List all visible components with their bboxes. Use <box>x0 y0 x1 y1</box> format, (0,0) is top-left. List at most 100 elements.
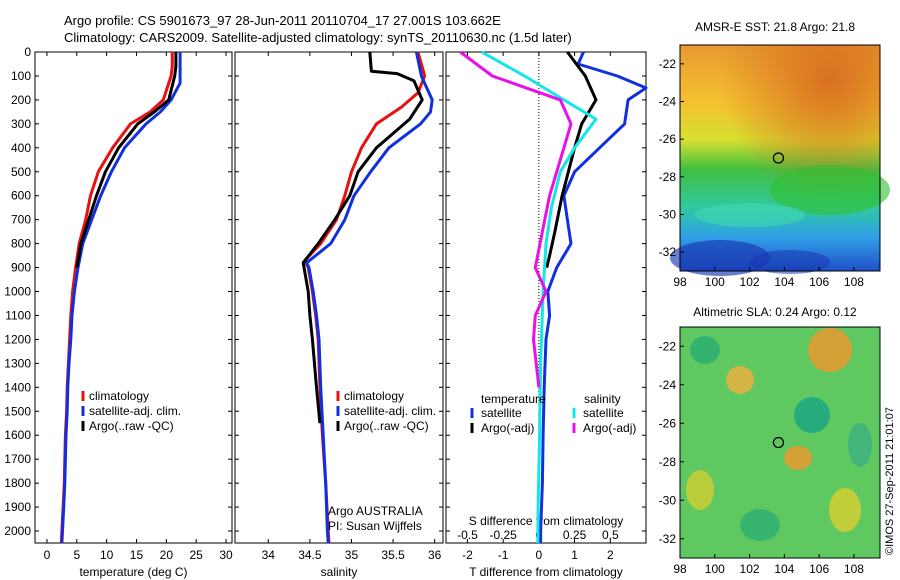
legend-label: Argo(..raw -QC) <box>344 419 429 433</box>
series-line-black <box>301 51 424 424</box>
map-y-tick-label: -32 <box>659 245 677 259</box>
x-tick-label: 35.5 <box>381 548 405 562</box>
map-y-tick-label: -26 <box>659 416 677 430</box>
difference-panel: -2 -1 0 1 2 T difference from climatology S di… <box>445 50 648 579</box>
argo-position-marker <box>772 436 785 449</box>
legend-header: temperature <box>481 392 546 406</box>
header-line1: Argo profile: CS 5901673_97 28-Jun-2011 … <box>64 13 501 28</box>
x-tick-label: 0 <box>44 548 51 562</box>
y-tick-label: 700 <box>11 213 31 227</box>
map-y-tick-label: -22 <box>659 57 677 71</box>
sla-high-anomaly <box>829 488 861 532</box>
sla-map-title: Altimetric SLA: 0.24 Argo: 0.12 <box>693 305 857 319</box>
x-tick-label: 30 <box>219 548 233 562</box>
y-tick-label: 1100 <box>5 308 31 322</box>
temperature-panel: 0100200300400500600700800900100011001200… <box>4 45 233 579</box>
legend-label: Argo(-adj) <box>481 421 534 435</box>
top-tick-label: -0.25 <box>489 528 517 542</box>
top-tick-label: 0.5 <box>602 528 619 542</box>
salinity-frame <box>234 51 444 544</box>
legend-label: satellite-adj. clim. <box>344 404 436 418</box>
sla-high-anomaly <box>784 446 812 470</box>
map-x-tick-label: 108 <box>844 275 864 289</box>
legend-label: Argo(-adj) <box>583 421 636 435</box>
map-y-tick-label: -24 <box>659 95 677 109</box>
legend-label: satellite <box>583 406 624 420</box>
x-tick-label: 10 <box>100 548 114 562</box>
top-tick-label: 0.25 <box>563 528 587 542</box>
sla-map-axes: 98 100 102 104 106 108 -22 -24 -26 -28 -30 -32 <box>659 339 865 576</box>
map-x-tick-label: 106 <box>809 275 829 289</box>
top-xlabel: S difference from climatology <box>469 514 624 528</box>
map-x-tick-label: 102 <box>740 562 760 576</box>
sla-low-anomaly <box>690 336 720 364</box>
x-tick-label: 2 <box>607 548 614 562</box>
salinity-panel: 34 34.5 35 35.5 36 salinity climatologysatelli… <box>234 51 444 579</box>
legend-label: satellite-adj. clim. <box>89 404 181 418</box>
series-line-blue <box>305 51 434 544</box>
series-line-red <box>59 52 174 544</box>
x-tick-label: 0 <box>536 548 543 562</box>
pi-annotation: Argo AUSTRALIA <box>328 504 423 518</box>
x-tick-label: 15 <box>130 548 144 562</box>
sla-map-panel: Altimetric SLA: 0.24 Argo: 0.12 98 100 102… <box>659 305 881 576</box>
sla-high-anomaly <box>686 470 714 510</box>
top-tick-label: -0.5 <box>457 528 478 542</box>
sst-map-axes: 98 100 102 104 106 108 -22 -24 -26 -28 -30 -32 <box>659 57 865 289</box>
sst-cold-patch <box>670 240 770 276</box>
sla-map-frame <box>679 326 881 559</box>
header-line2: Climatology: CARS2009. Satellite-adjuste… <box>64 30 572 45</box>
footer-stamp: ©IMOS 27-Sep-2011 21:01:07 <box>884 407 896 555</box>
difference-xlabel: T difference from climatology <box>469 565 623 579</box>
series-line-black <box>75 52 178 268</box>
x-tick-label: 34 <box>262 548 276 562</box>
legend-label: climatology <box>344 389 404 403</box>
x-tick-label: 35 <box>345 548 359 562</box>
sla-low-anomaly <box>848 423 872 467</box>
x-tick-label: 25 <box>190 548 204 562</box>
y-tick-label: 800 <box>11 237 31 251</box>
series-line-blue <box>539 51 648 543</box>
salinity-xlabel: salinity <box>321 565 358 579</box>
map-x-tick-label: 106 <box>809 562 829 576</box>
sla-map-anomalies <box>686 328 872 541</box>
map-y-tick-label: -30 <box>659 208 677 222</box>
temperature-xlabel: temperature (deg C) <box>79 565 187 579</box>
y-tick-label: 1200 <box>4 332 31 346</box>
y-tick-label: 0 <box>24 45 31 59</box>
sst-cold-patch <box>750 250 830 274</box>
y-tick-label: 900 <box>11 261 31 275</box>
x-tick-label: 34.5 <box>298 548 322 562</box>
legend-label: climatology <box>89 389 149 403</box>
pi-annotation: PI: Susan Wijffels <box>328 519 422 533</box>
sla-high-anomaly <box>808 328 852 372</box>
temperature-frame <box>34 51 233 544</box>
y-tick-label: 1400 <box>4 380 31 394</box>
map-y-tick-label: -26 <box>659 132 677 146</box>
x-tick-label: -1 <box>498 548 509 562</box>
y-tick-label: 1800 <box>4 476 31 490</box>
y-tick-label: 1900 <box>4 500 31 514</box>
y-tick-label: 1000 <box>4 285 31 299</box>
sst-map-frame <box>679 44 881 272</box>
argo-position-marker <box>772 152 785 164</box>
y-tick-label: 200 <box>11 93 31 107</box>
map-x-tick-label: 108 <box>844 562 864 576</box>
map-y-tick-label: -28 <box>659 170 677 184</box>
map-y-tick-label: -28 <box>659 455 677 469</box>
map-x-tick-label: 100 <box>705 562 725 576</box>
y-tick-label: 600 <box>11 189 31 203</box>
legend-header: salinity <box>584 392 621 406</box>
x-tick-label: 20 <box>160 548 174 562</box>
y-tick-label: 400 <box>11 141 31 155</box>
map-x-tick-label: 98 <box>673 562 687 576</box>
y-tick-label: 2000 <box>4 524 31 538</box>
map-x-tick-label: 102 <box>740 275 760 289</box>
difference-frame <box>445 51 647 544</box>
sst-map-title: AMSR-E SST: 21.8 Argo: 21.8 <box>695 20 855 34</box>
x-tick-label: 1 <box>571 548 578 562</box>
sst-map-panel: AMSR-E SST: 21.8 Argo: 21.8 98 100 102 104 1… <box>659 20 890 289</box>
sla-low-anomaly <box>740 509 780 541</box>
map-y-tick-label: -22 <box>659 339 677 353</box>
